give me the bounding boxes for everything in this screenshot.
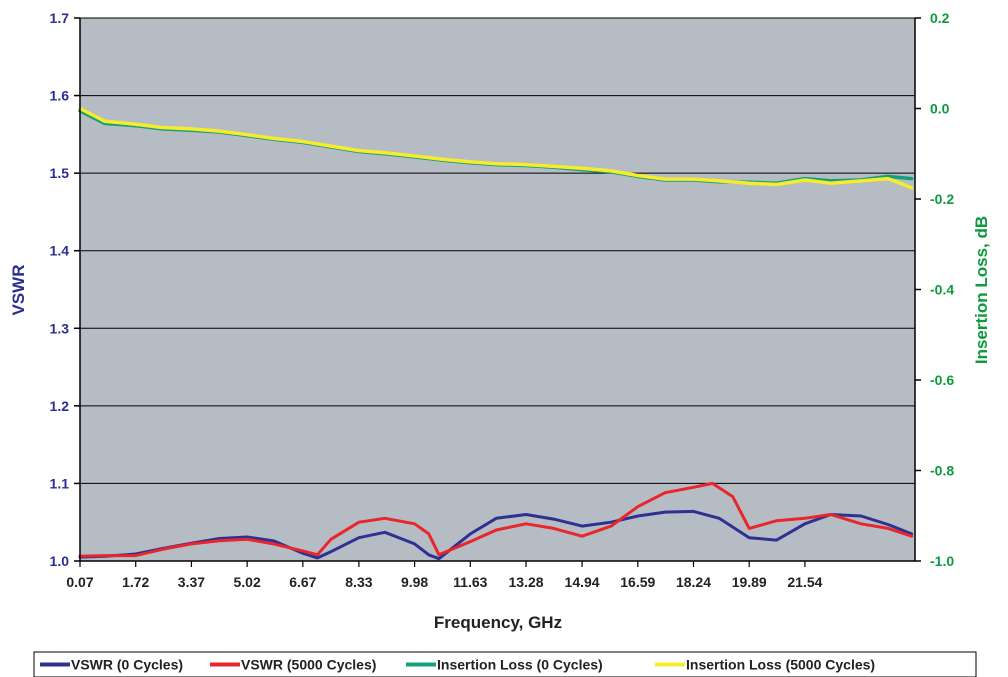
right-axis-title: Insertion Loss, dB bbox=[972, 216, 991, 364]
legend-label: Insertion Loss (0 Cycles) bbox=[437, 657, 603, 673]
left-tick-label: 1.1 bbox=[50, 475, 70, 491]
right-tick-label: -1.0 bbox=[930, 553, 954, 569]
x-tick-label: 21.54 bbox=[787, 574, 822, 590]
left-tick-label: 1.6 bbox=[50, 88, 70, 104]
legend-label: Insertion Loss (5000 Cycles) bbox=[686, 657, 875, 673]
x-axis-ticks: 0.07 1.72 3.37 5.02 6.67 8.33 9.98 11.63 13.28 14… bbox=[66, 561, 823, 590]
series-line-1 bbox=[78, 481, 914, 558]
legend-label: VSWR (5000 Cycles) bbox=[241, 657, 376, 673]
x-tick-label: 18.24 bbox=[676, 574, 711, 590]
right-tick-label: 0.2 bbox=[930, 10, 950, 26]
legend-box bbox=[33, 651, 977, 677]
right-tick-label: -0.4 bbox=[930, 282, 954, 298]
legend: VSWR (0 Cycles) VSWR (5000 Cycles) Inserti… bbox=[33, 651, 977, 677]
left-tick-label: 1.5 bbox=[50, 165, 70, 181]
left-axis-ticks: 1.0 1.1 1.2 1.3 1.4 1.5 1.6 1.7 bbox=[50, 10, 80, 569]
left-tick-label: 1.0 bbox=[50, 553, 70, 569]
left-axis-title: VSWR bbox=[9, 265, 28, 316]
x-tick-label: 1.72 bbox=[122, 574, 149, 590]
x-tick-label: 3.37 bbox=[178, 574, 205, 590]
plot-area bbox=[80, 18, 915, 561]
series-line-0 bbox=[78, 509, 914, 561]
x-tick-label: 13.28 bbox=[509, 574, 544, 590]
x-axis-title: Frequency, GHz bbox=[434, 613, 562, 632]
left-tick-label: 1.4 bbox=[50, 243, 70, 259]
right-tick-label: -0.8 bbox=[930, 463, 954, 479]
x-tick-label: 5.02 bbox=[234, 574, 261, 590]
left-tick-label: 1.2 bbox=[50, 398, 70, 414]
right-axis-ticks: -1.0 -0.8 -0.6 -0.4 -0.2 0.0 0.2 bbox=[915, 10, 954, 569]
x-tick-label: 14.94 bbox=[565, 574, 600, 590]
right-tick-label: -0.2 bbox=[930, 191, 954, 207]
series-layer bbox=[78, 106, 914, 561]
x-tick-label: 9.98 bbox=[401, 574, 428, 590]
x-tick-label: 6.67 bbox=[289, 574, 316, 590]
right-tick-label: 0.0 bbox=[930, 101, 950, 117]
x-tick-label: 0.07 bbox=[66, 574, 93, 590]
left-tick-label: 1.3 bbox=[50, 320, 70, 336]
x-tick-label: 11.63 bbox=[453, 574, 487, 590]
x-tick-label: 8.33 bbox=[345, 574, 372, 590]
gridlines bbox=[80, 17, 915, 484]
series-line-3 bbox=[78, 106, 914, 190]
x-tick-label: 19.89 bbox=[732, 574, 767, 590]
legend-label: VSWR (0 Cycles) bbox=[71, 657, 183, 673]
right-tick-label: -0.6 bbox=[930, 372, 954, 388]
left-tick-label: 1.7 bbox=[50, 10, 70, 26]
x-tick-label: 16.59 bbox=[620, 574, 655, 590]
